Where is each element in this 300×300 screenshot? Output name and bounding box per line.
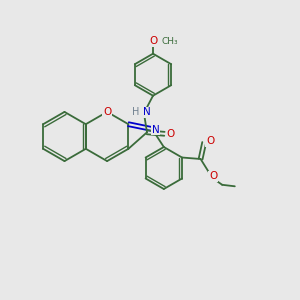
Text: N: N [152, 124, 159, 135]
Text: H: H [132, 107, 139, 117]
Text: N: N [142, 107, 150, 117]
Text: O: O [103, 107, 111, 117]
Text: O: O [149, 36, 157, 46]
Text: O: O [209, 171, 217, 182]
Text: O: O [206, 136, 214, 146]
Text: O: O [166, 129, 175, 139]
Text: CH₃: CH₃ [161, 37, 178, 46]
